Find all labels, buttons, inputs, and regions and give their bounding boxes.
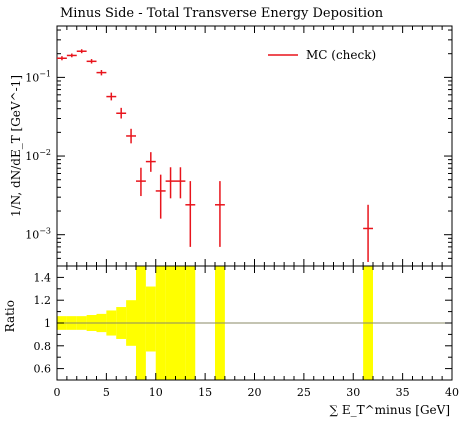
x-tick-label: 15 <box>198 386 212 399</box>
ratio-tick-label: 0.6 <box>34 363 52 376</box>
x-tick-label: 25 <box>297 386 311 399</box>
x-axis-label: ∑ E_T^minus [GeV] <box>329 403 450 417</box>
y-tick-label: 10−2 <box>25 148 51 163</box>
ratio-tick-label: 1.2 <box>34 294 52 307</box>
data-point <box>76 49 87 54</box>
data-point <box>57 56 67 61</box>
data-point <box>106 92 117 101</box>
data-point <box>66 53 77 58</box>
ratio-tick-label: 1.4 <box>34 271 52 284</box>
data-point <box>215 181 225 247</box>
x-tick-label: 30 <box>346 386 360 399</box>
x-tick-label: 10 <box>149 386 163 399</box>
data-point <box>96 70 107 76</box>
data-point <box>126 128 136 144</box>
x-tick-label: 5 <box>103 386 110 399</box>
ratio-tick-label: 1 <box>44 317 51 330</box>
data-point <box>145 152 156 172</box>
chart-title: Minus Side - Total Transverse Energy Dep… <box>60 6 384 21</box>
x-tick-label: 20 <box>248 386 262 399</box>
data-point <box>86 59 97 64</box>
data-point <box>155 174 166 219</box>
main-plot-frame <box>56 25 453 267</box>
data-point <box>136 167 146 197</box>
data-point <box>116 107 127 119</box>
main-axis-ticks: 10−1 10−2 10−3 <box>25 26 453 267</box>
data-point <box>185 181 196 247</box>
y-tick-label: 10−1 <box>25 69 51 84</box>
ratio-band-bin <box>145 286 156 352</box>
legend: MC (check) <box>268 48 376 62</box>
data-point <box>363 204 373 262</box>
data-point <box>165 167 176 199</box>
legend-label: MC (check) <box>306 48 376 62</box>
x-tick-label: 40 <box>445 386 459 399</box>
ratio-axis-label: Ratio <box>3 300 17 332</box>
main-data-points <box>57 49 373 262</box>
x-tick-label: 0 <box>54 386 61 399</box>
x-tick-label: 35 <box>396 386 410 399</box>
ratio-axis-ticks: 0 5 10 15 20 25 30 35 40 1.4 1.2 1 0.8 0.6 <box>34 265 459 399</box>
ratio-tick-label: 0.8 <box>34 340 52 353</box>
y-axis-label: 1/N, dN/dE_T [GeV^-1] <box>9 75 23 217</box>
data-point <box>175 167 186 199</box>
y-tick-label: 10−3 <box>25 227 51 242</box>
